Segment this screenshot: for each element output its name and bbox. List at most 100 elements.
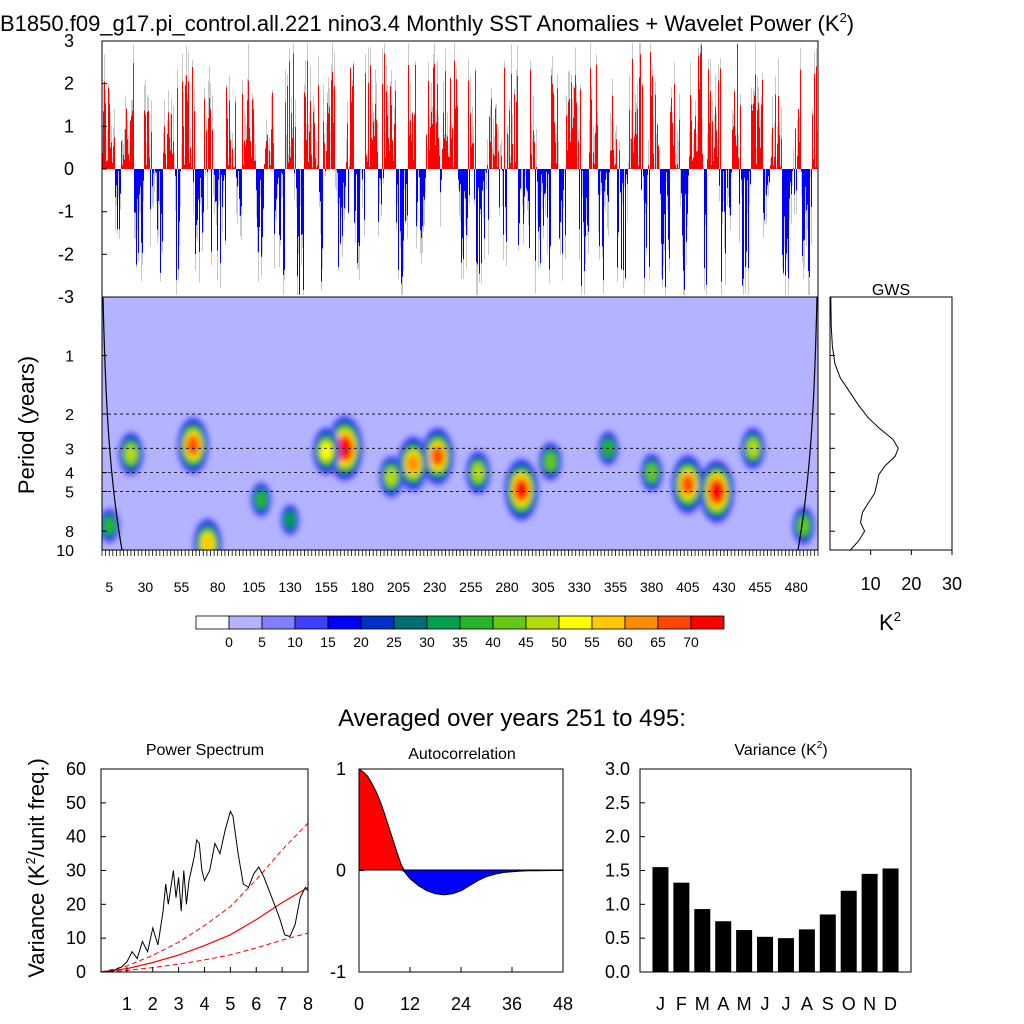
- colorbar-swatch: [657, 615, 692, 630]
- wavelet-power-contour: [201, 535, 214, 550]
- colorbar-swatch: [360, 615, 395, 630]
- power-spectrum-x-tick-label: 5: [225, 994, 235, 1014]
- colorbar-label: 60: [617, 634, 633, 650]
- wavelet-x-tick-label: 305: [531, 579, 555, 595]
- variance-x-tick-label: J: [656, 994, 665, 1014]
- autocorrelation-line: [358, 768, 563, 896]
- timeseries-y-tick-label: 2: [64, 74, 74, 94]
- variance-bar: [777, 938, 794, 972]
- wavelet-x-tick-label: 30: [138, 579, 154, 595]
- variance-bar: [840, 890, 857, 972]
- autocorrelation-y-tick-label: -1: [330, 962, 346, 982]
- power-spectrum-x-tick-label: 6: [251, 994, 261, 1014]
- colorbar-swatch: [492, 615, 527, 630]
- variance-x-tick-label: M: [695, 994, 710, 1014]
- variance-bar: [736, 930, 753, 972]
- variance-y-tick-label: 1.5: [605, 861, 630, 881]
- colorbar-swatch: [558, 615, 593, 630]
- wavelet-x-tick-label: 480: [785, 579, 809, 595]
- power-spectrum-x-tick-label: 8: [303, 994, 313, 1014]
- variance-x-tick-label: D: [884, 994, 897, 1014]
- variance-y-tick-label: 0.0: [605, 962, 630, 982]
- power-spectrum-y-tick-label: 10: [66, 928, 86, 948]
- power-spectrum-y-tick-label: 30: [66, 861, 86, 881]
- wavelet-x-tick-label: 380: [640, 579, 664, 595]
- wavelet-x-axis: 5 30 55 80 105 130 155 180 205 230 255 280 305 330 355…: [101, 550, 819, 595]
- power-spectrum-x-tick-label: 1: [122, 994, 132, 1014]
- wavelet-y-tick-label: 10: [56, 543, 74, 560]
- variance-x-tick-label: J: [781, 994, 790, 1014]
- power-spectrum-y-tick-label: 40: [66, 827, 86, 847]
- autocorrelation-x-tick-label: 48: [553, 994, 573, 1014]
- red-noise-upper: [100, 822, 309, 973]
- wavelet-power-contour: [544, 452, 557, 470]
- wavelet-x-tick-label: 5: [105, 579, 113, 595]
- wavelet-power-contour: [103, 517, 116, 535]
- colorbar-label: 70: [683, 634, 699, 650]
- gws-frame: [829, 296, 953, 551]
- wavelet-background: [102, 297, 818, 550]
- variance-x-tick-label: M: [737, 994, 752, 1014]
- colorbar-label: 25: [386, 634, 402, 650]
- variance-title: Variance (K2): [734, 740, 827, 759]
- wavelet-x-tick-label: 455: [748, 579, 772, 595]
- variance-y-tick-label: 3.0: [605, 759, 630, 779]
- wavelet-y-tick-label: 4: [65, 466, 74, 483]
- autocorrelation-panel: Autocorrelation 1 0 -1 0 12 24 36 48: [330, 746, 573, 1014]
- variance-x-tick-label: J: [761, 994, 770, 1014]
- colorbar-swatch: [591, 615, 626, 630]
- power-spectrum-y-tick-label: 0: [76, 962, 86, 982]
- gws-line: [830, 296, 899, 551]
- variance-bar: [798, 929, 815, 972]
- colorbar-swatch: [294, 615, 329, 630]
- power-spectrum-x-tick-label: 3: [174, 994, 184, 1014]
- timeseries-y-tick-label: -3: [58, 287, 74, 307]
- wavelet-power-contour: [339, 439, 351, 458]
- colorbar-swatch: [195, 615, 230, 630]
- timeseries-y-tick-label: -2: [58, 244, 74, 264]
- wavelet-x-tick-label: 405: [676, 579, 700, 595]
- timeseries-panel: 3 2 1 0 -1 -2 -3: [58, 31, 819, 307]
- gws-x-tick-label: 20: [901, 574, 921, 594]
- autocorrelation-x-tick-label: 12: [400, 994, 420, 1014]
- autocorrelation-x-tick-label: 0: [354, 994, 364, 1014]
- autocorrelation-positive-fill: [359, 769, 563, 871]
- colorbar-label: 5: [258, 634, 266, 650]
- wavelet-power-contour: [431, 447, 444, 466]
- autocorrelation-axes: 1 0 -1 0 12 24 36 48: [330, 759, 573, 1014]
- power-spectrum-axes: 60 50 40 30 20 10 0 1 2 3 4 5 6 7 8: [66, 759, 313, 1014]
- variance-x-tick-label: F: [676, 994, 687, 1014]
- power-spectrum-title: Power Spectrum: [146, 742, 264, 759]
- autocorrelation-negative-fill: [359, 870, 563, 895]
- variance-x-tick-label: N: [863, 994, 876, 1014]
- red-noise-lower: [100, 932, 309, 973]
- power-spectrum-y-tick-label: 20: [66, 894, 86, 914]
- cone-of-influence-left: [102, 296, 123, 551]
- variance-bar: [757, 936, 774, 972]
- wavelet-power-contour: [407, 454, 419, 473]
- wavelet-power-contour: [255, 490, 267, 509]
- wavelet-power-contour: [681, 475, 694, 494]
- autocorrelation-title: Autocorrelation: [408, 746, 516, 763]
- autocorrelation-y-tick-label: 1: [336, 759, 346, 779]
- timeseries-y-tick-label: 0: [64, 159, 74, 179]
- wavelet-x-tick-label: 280: [495, 579, 519, 595]
- timeseries-y-tick-label: -1: [58, 202, 74, 222]
- wavelet-y-tick-label: 1: [65, 349, 74, 366]
- colorbar-swatch: [228, 615, 263, 630]
- wavelet-y-label: Period (years): [14, 356, 39, 494]
- autocorrelation-x-tick-label: 24: [451, 994, 471, 1014]
- colorbar-swatch: [459, 615, 494, 630]
- colorbar-label: 45: [518, 634, 534, 650]
- power-spectrum-y-tick-label: 60: [66, 759, 86, 779]
- wavelet-dashed-lines: [102, 413, 818, 492]
- wavelet-power-contour: [320, 442, 333, 460]
- wavelet-x-tick-label: 180: [351, 579, 375, 595]
- colorbar-label: 40: [485, 634, 501, 650]
- wavelet-x-tick-label: 55: [174, 579, 190, 595]
- wavelet-x-tick-label: 130: [278, 579, 302, 595]
- red-noise-line: [100, 886, 309, 973]
- colorbar-swatch: [690, 615, 725, 630]
- variance-bar: [652, 867, 669, 972]
- gws-x-tick-label: 10: [861, 574, 881, 594]
